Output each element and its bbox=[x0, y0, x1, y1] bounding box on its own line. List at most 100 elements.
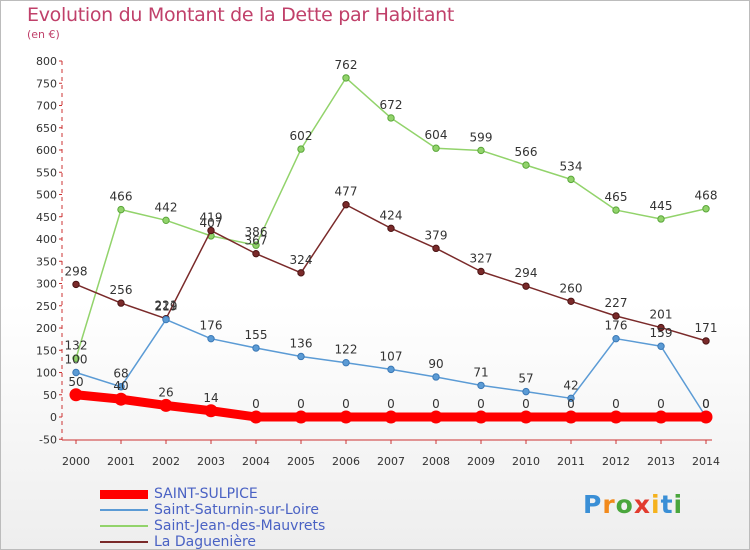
data-point bbox=[612, 312, 620, 320]
logo-letter: i bbox=[673, 490, 684, 519]
data-point bbox=[612, 334, 620, 343]
data-label: 136 bbox=[290, 336, 313, 350]
data-point bbox=[297, 269, 305, 277]
data-point bbox=[522, 282, 530, 290]
y-tick-label: 700 bbox=[36, 100, 57, 113]
x-tick-label: 2005 bbox=[287, 455, 315, 468]
data-label: 40 bbox=[113, 379, 128, 393]
x-tick-label: 2004 bbox=[242, 455, 270, 468]
x-tick-label: 2010 bbox=[512, 455, 540, 468]
data-label: 256 bbox=[110, 283, 133, 297]
data-point bbox=[342, 201, 350, 209]
data-label: 477 bbox=[335, 185, 358, 199]
legend-swatch bbox=[100, 541, 148, 543]
legend-label: La Daguenière bbox=[154, 534, 256, 550]
x-tick-label: 2013 bbox=[647, 455, 675, 468]
y-tick-label: 0 bbox=[50, 411, 57, 424]
data-label: 445 bbox=[650, 199, 673, 213]
x-tick-label: 2014 bbox=[692, 455, 720, 468]
data-label: 260 bbox=[560, 281, 583, 295]
y-tick-label: 450 bbox=[36, 211, 57, 224]
data-point bbox=[204, 404, 218, 418]
data-point bbox=[567, 175, 575, 184]
data-label: 50 bbox=[68, 375, 83, 389]
data-point bbox=[699, 410, 713, 424]
data-label: 604 bbox=[425, 128, 448, 142]
data-label: 599 bbox=[470, 130, 493, 144]
legend-swatch bbox=[100, 525, 148, 527]
data-label: 171 bbox=[695, 321, 718, 335]
data-point bbox=[567, 394, 575, 403]
data-label: 159 bbox=[650, 326, 673, 340]
data-label: 71 bbox=[473, 365, 488, 379]
data-point bbox=[249, 410, 263, 424]
data-label: 672 bbox=[380, 98, 403, 112]
data-label: 42 bbox=[563, 378, 578, 392]
data-label: 122 bbox=[335, 343, 358, 357]
data-point bbox=[114, 392, 128, 406]
data-label: 0 bbox=[477, 397, 485, 411]
y-tick-label: 350 bbox=[36, 255, 57, 268]
data-label: 219 bbox=[155, 300, 178, 314]
data-point bbox=[477, 381, 485, 390]
y-tick-label: 600 bbox=[36, 144, 57, 157]
x-tick-label: 2007 bbox=[377, 455, 405, 468]
data-label: 132 bbox=[65, 338, 88, 352]
data-label: 0 bbox=[342, 397, 350, 411]
data-label: 0 bbox=[387, 397, 395, 411]
data-point bbox=[609, 410, 623, 424]
data-label: 0 bbox=[612, 397, 620, 411]
x-tick-label: 2006 bbox=[332, 455, 360, 468]
data-point bbox=[339, 410, 353, 424]
data-label: 0 bbox=[432, 397, 440, 411]
chart-title: Evolution du Montant de la Dette par Hab… bbox=[27, 4, 455, 26]
data-label: 0 bbox=[297, 397, 305, 411]
data-label: 379 bbox=[425, 228, 448, 242]
data-point bbox=[432, 244, 440, 253]
chart-axes: -500501001502002503003504004505005506006… bbox=[36, 55, 720, 468]
data-point bbox=[387, 224, 395, 233]
y-tick-label: 300 bbox=[36, 278, 57, 291]
y-tick-label: 800 bbox=[36, 55, 57, 68]
data-point bbox=[297, 352, 305, 361]
logo-letter: o bbox=[615, 490, 634, 519]
data-point bbox=[387, 114, 395, 122]
data-point bbox=[69, 388, 83, 402]
legend-label: SAINT-SULPICE bbox=[154, 486, 258, 502]
x-tick-label: 2009 bbox=[467, 455, 495, 468]
data-point bbox=[162, 216, 170, 225]
data-label: 298 bbox=[65, 264, 88, 278]
x-tick-label: 2003 bbox=[197, 455, 225, 468]
x-tick-label: 2000 bbox=[62, 455, 90, 468]
logo-letter: r bbox=[602, 490, 616, 519]
data-label: 419 bbox=[200, 211, 223, 225]
data-point bbox=[654, 410, 668, 424]
data-point bbox=[342, 74, 350, 82]
data-label: 227 bbox=[605, 296, 628, 310]
data-label: 0 bbox=[252, 397, 260, 411]
data-label: 0 bbox=[567, 397, 575, 411]
chart-series bbox=[69, 74, 713, 424]
data-point bbox=[72, 354, 80, 362]
data-label: 324 bbox=[290, 253, 313, 267]
data-point bbox=[702, 337, 710, 345]
data-point bbox=[252, 249, 260, 258]
logo-letter: P bbox=[583, 490, 603, 519]
data-point bbox=[657, 215, 665, 223]
data-label: 407 bbox=[200, 216, 223, 230]
data-label: 327 bbox=[470, 251, 493, 265]
y-tick-label: 150 bbox=[36, 344, 57, 357]
data-label: 468 bbox=[695, 189, 718, 203]
data-label: 26 bbox=[158, 385, 173, 399]
data-point bbox=[207, 334, 215, 343]
data-point bbox=[159, 398, 173, 412]
x-tick-label: 2008 bbox=[422, 455, 450, 468]
y-tick-label: 200 bbox=[36, 322, 57, 335]
data-point bbox=[432, 373, 440, 381]
data-point bbox=[72, 280, 80, 289]
data-label: 176 bbox=[200, 319, 223, 333]
data-point bbox=[522, 161, 530, 169]
data-point bbox=[702, 205, 710, 213]
